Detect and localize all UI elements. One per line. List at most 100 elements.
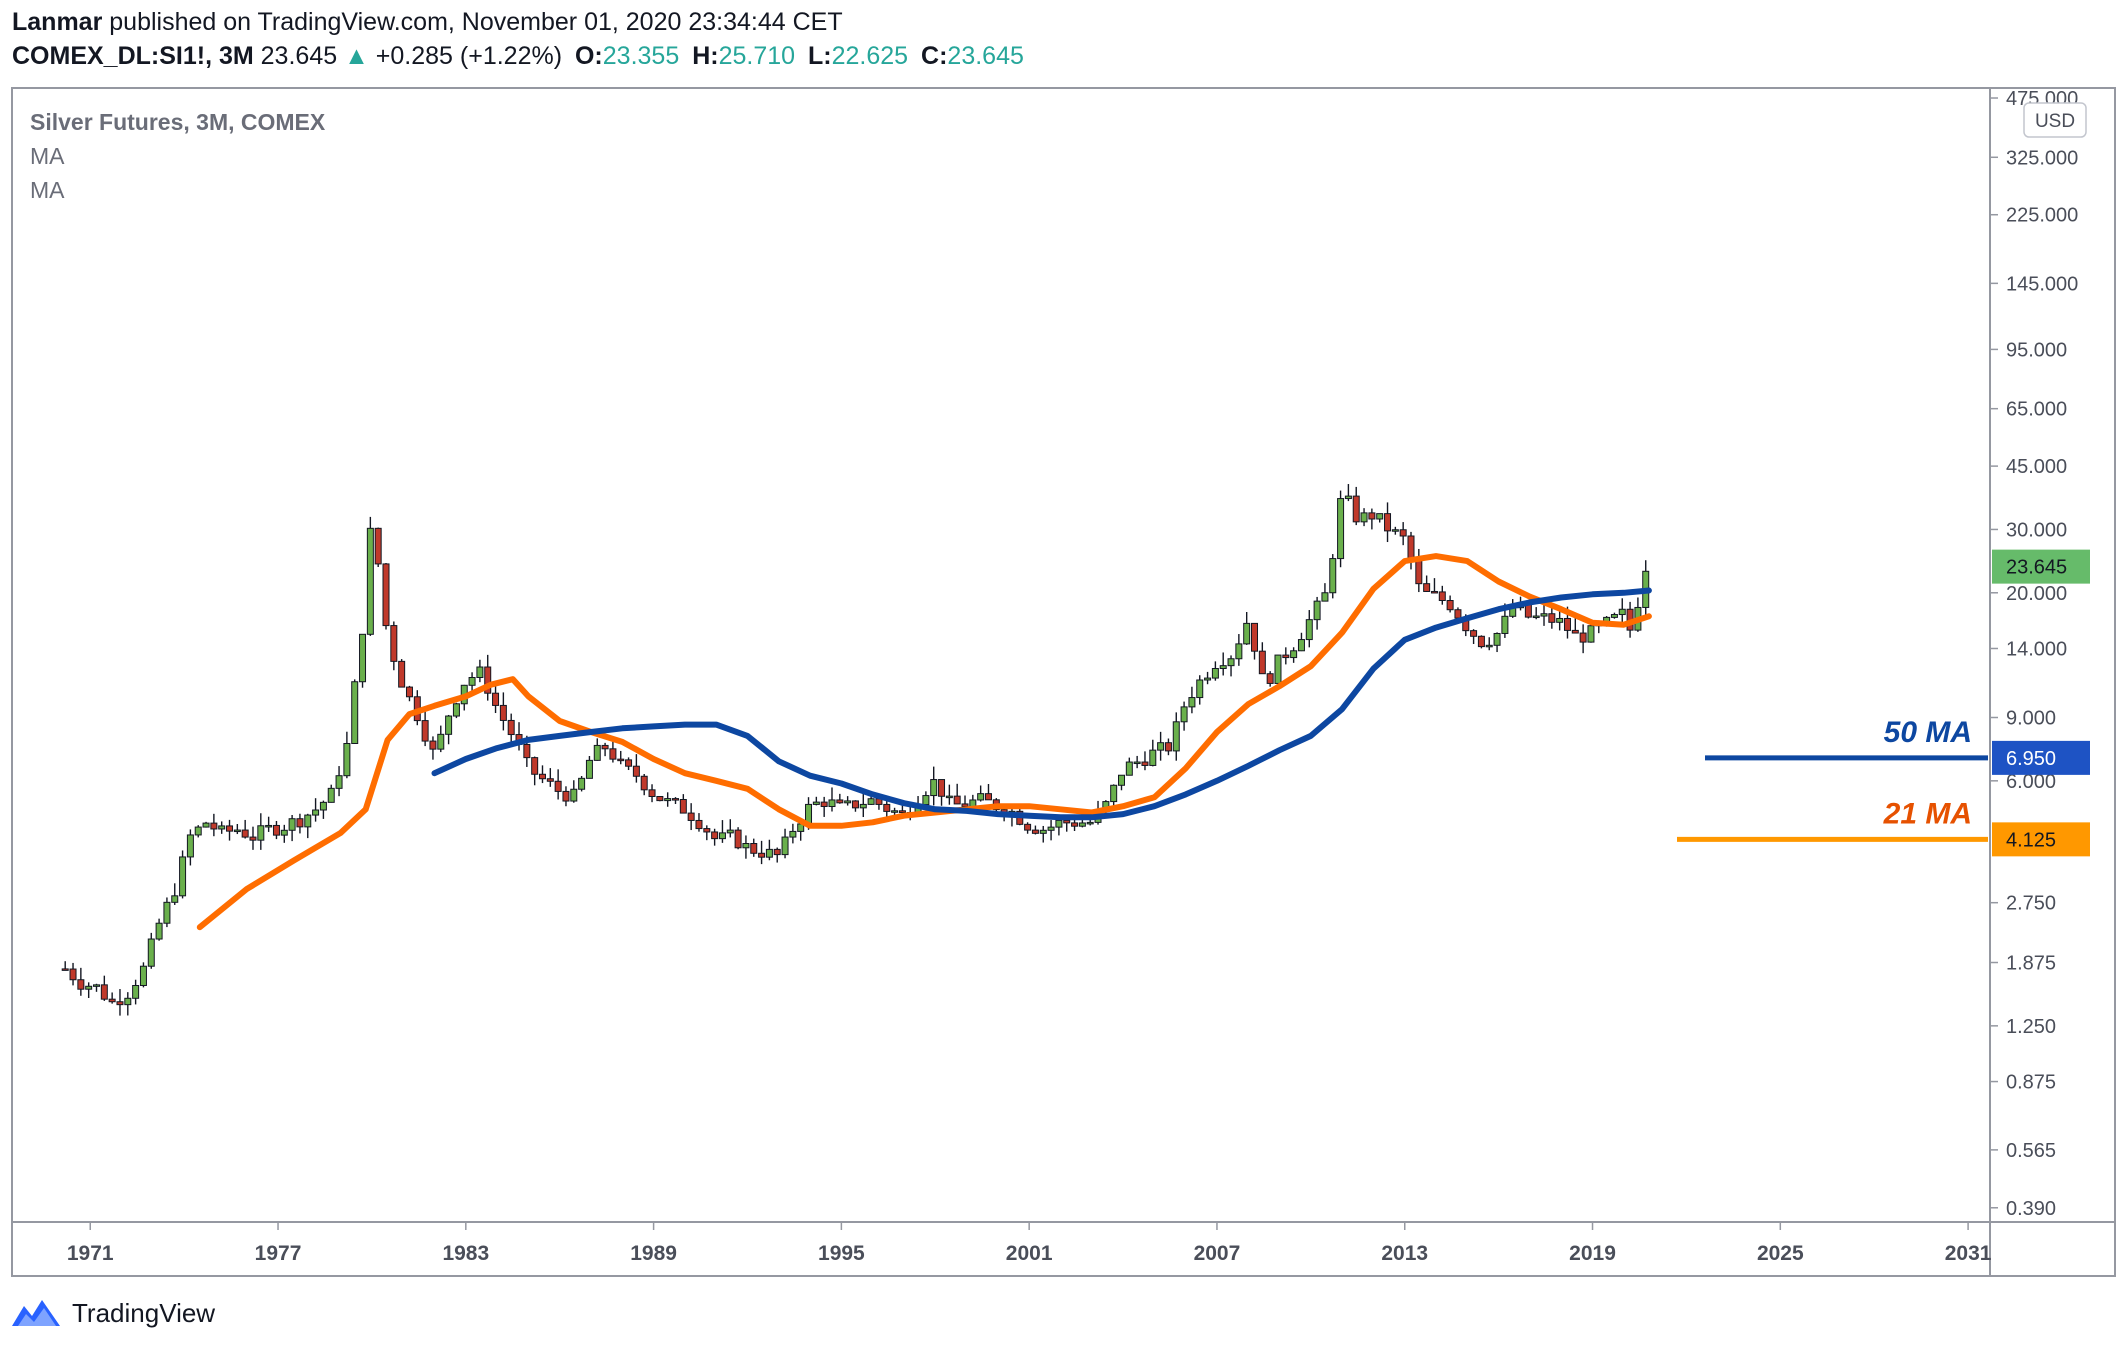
tradingview-brand[interactable]: TradingView [10,1296,215,1330]
candle-up [1243,622,1251,645]
legend-ma-2[interactable]: MA [30,177,65,203]
candle-down [961,803,969,807]
candle-down [405,686,413,698]
last-price-badge: 23.645 [2006,557,2067,579]
legend-title[interactable]: Silver Futures, 3M, COMEX [30,109,326,135]
candle-up [1078,822,1086,827]
author-name[interactable]: Lanmar [12,8,103,36]
candle-up [132,985,140,999]
candle-down [1415,559,1423,585]
candle-down [1548,613,1556,623]
currency-button[interactable] [2023,102,2087,138]
candle-up [147,938,155,967]
candle-down [851,800,859,809]
y-tick-label: 45.000 [2006,456,2067,478]
candle-up [1360,512,1368,523]
candle-up [867,798,875,805]
candle-up [1227,658,1235,667]
candles-layer [61,484,1650,1016]
candle-down [898,810,906,814]
open-label: O: [574,42,603,70]
candle-down [672,798,680,801]
candle-up [844,800,852,804]
candle-up [578,777,586,790]
y-tick-label: 0.565 [2006,1140,2056,1162]
symbol-label[interactable]: COMEX_DL:SI1!, 3M [12,42,254,70]
candle-up [1149,749,1157,766]
candle-down [632,765,640,777]
candle-up [1047,826,1055,831]
candle-down [100,984,108,1000]
candle-down [1399,529,1407,537]
candle-down [398,660,406,688]
y-tick-label: 6.000 [2006,771,2056,793]
candle-up [765,848,773,858]
candle-up [812,801,820,805]
y-tick-label: 65.000 [2006,399,2067,421]
y-tick-label: 30.000 [2006,519,2067,541]
open-value: 23.355 [602,42,680,70]
candle-up [1313,600,1321,621]
candle-down [750,843,758,854]
y-tick-label: 145.000 [2006,273,2078,295]
candle-up [1274,654,1282,684]
candle-up [202,822,210,828]
candle-down [554,780,562,792]
publish-info: Lanmar published on TradingView.com, Nov… [12,8,843,37]
candle-down [609,748,617,760]
brand-name: TradingView [72,1297,216,1328]
candle-up [359,633,367,683]
candle-down [648,789,656,797]
candle-down [1164,742,1172,752]
candle-up [327,787,335,803]
price-axis[interactable]: 475.000325.000225.000145.00095.00065.000… [1990,88,2078,1220]
candle-up [828,799,836,808]
candle-down [492,692,500,706]
candle-up [280,829,288,836]
x-tick-label: 1971 [67,1242,114,1265]
x-tick-label: 1977 [255,1242,302,1265]
tradingview-logo-icon [12,1300,60,1326]
candle-up [179,856,187,897]
low-label: L: [808,42,832,70]
candle-up [186,834,194,858]
x-tick-label: 2019 [1569,1242,1616,1265]
candle-up [1055,819,1063,828]
y-tick-label: 1.875 [2006,953,2056,975]
ma21-price-badge: 4.125 [2006,829,2056,851]
candle-down [1258,650,1266,675]
candle-up [1211,668,1219,679]
candle-up [1117,774,1125,786]
ma21-label: 21 MA [1883,797,1972,830]
candle-down [499,704,507,721]
up-triangle-icon: ▲ [344,42,369,70]
ma21-price-badge-bg [1992,822,2090,857]
y-tick-label: 325.000 [2006,147,2078,169]
y-tick-label: 225.000 [2006,205,2078,227]
candle-up [476,666,484,679]
candle-up [163,901,171,924]
candle-down [382,563,390,627]
candle-up [1618,608,1626,616]
candle-down [1282,654,1290,659]
candle-down [1071,822,1079,827]
candle-up [570,788,578,802]
candle-up [1180,706,1188,723]
candle-up [1086,821,1094,825]
candle-down [734,829,742,849]
legend-ma-1[interactable]: MA [30,143,65,169]
candle-down [617,758,625,762]
candle-down [116,1001,124,1006]
time-axis[interactable]: 1971 1977 1983 1989 1995 2001 2007 2013 2019 2025… [67,1222,1992,1265]
candle-up [1532,615,1540,619]
candle-up [1157,742,1165,751]
candle-up [366,527,374,635]
high-label: H: [692,42,719,70]
candle-down [1579,632,1587,643]
candle-down [679,799,687,814]
low-value: 22.625 [831,42,909,70]
ma50-label: 50 MA [1884,716,1972,749]
candle-down [687,812,695,821]
candle-down [546,778,554,782]
